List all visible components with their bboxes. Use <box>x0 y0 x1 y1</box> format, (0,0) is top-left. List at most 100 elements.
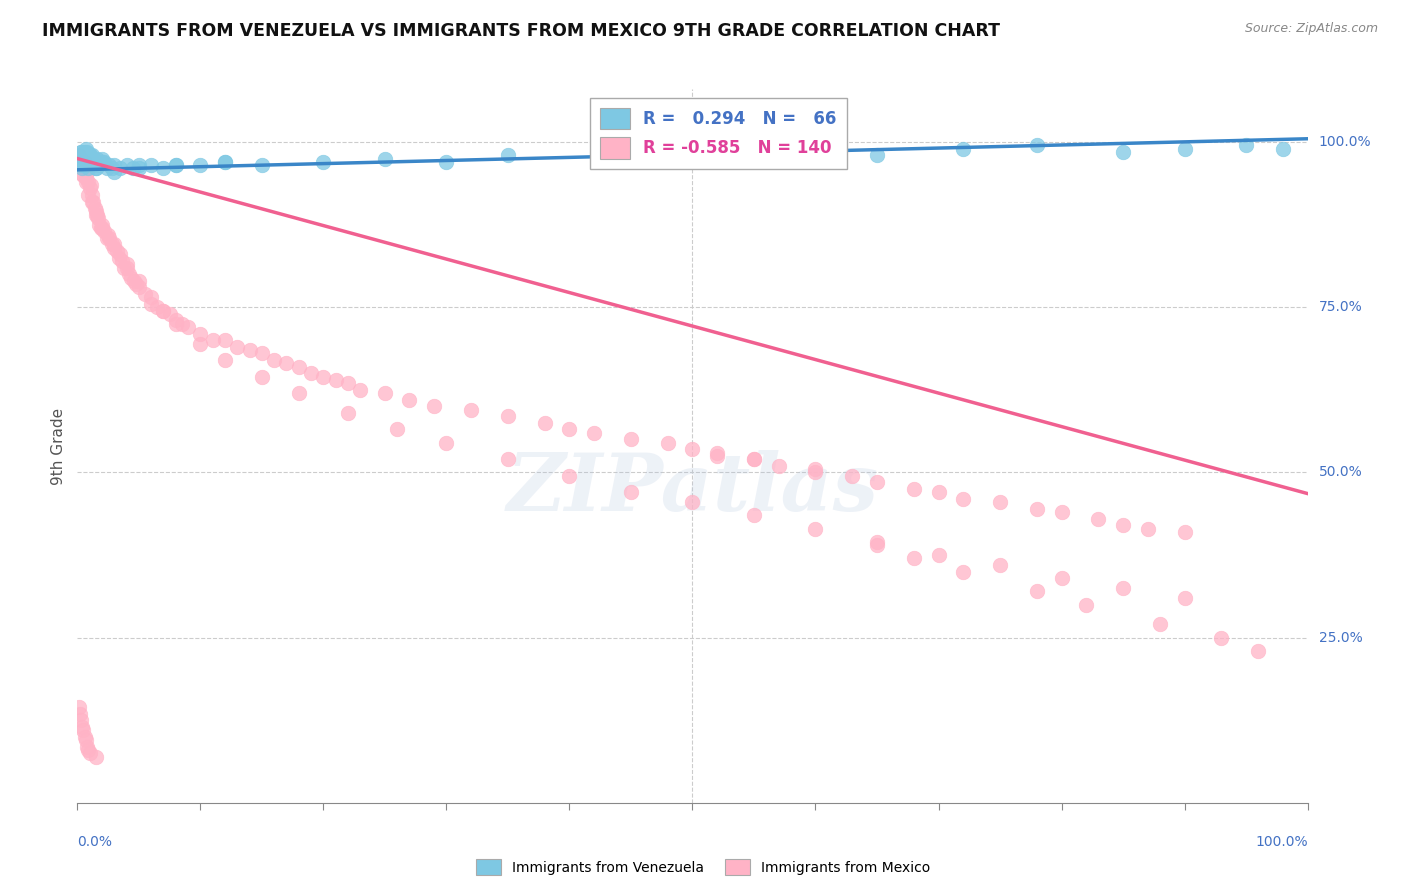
Point <box>496 148 519 162</box>
Point <box>1174 591 1197 605</box>
Point <box>742 452 765 467</box>
Point <box>70 158 93 172</box>
Point <box>72 152 94 166</box>
Point <box>84 161 107 176</box>
Point <box>706 445 728 459</box>
Point <box>436 154 458 169</box>
Point <box>496 452 519 467</box>
Point <box>115 158 138 172</box>
Point <box>263 353 285 368</box>
Point <box>69 148 91 162</box>
Point <box>70 145 93 159</box>
Point <box>988 495 1011 509</box>
Point <box>67 148 90 162</box>
Point <box>70 720 93 734</box>
Point <box>558 468 581 483</box>
Point <box>141 290 163 304</box>
Point <box>86 152 108 166</box>
Point <box>1112 145 1135 159</box>
Point <box>90 218 114 232</box>
Point <box>101 237 124 252</box>
Point <box>385 422 409 436</box>
Point <box>866 148 889 162</box>
Point <box>70 158 93 172</box>
Point <box>111 254 132 268</box>
Text: IMMIGRANTS FROM VENEZUELA VS IMMIGRANTS FROM MEXICO 9TH GRADE CORRELATION CHART: IMMIGRANTS FROM VENEZUELA VS IMMIGRANTS … <box>42 22 1000 40</box>
Point <box>288 359 311 374</box>
Point <box>239 343 262 358</box>
Point <box>188 158 212 172</box>
Point <box>87 154 110 169</box>
Point <box>84 208 107 222</box>
Point <box>72 168 94 182</box>
Point <box>69 706 91 721</box>
Point <box>70 713 93 727</box>
Point <box>73 154 96 169</box>
Point <box>1112 581 1135 595</box>
Point <box>82 188 104 202</box>
Point <box>201 333 224 347</box>
Point <box>82 194 104 209</box>
Point <box>70 152 93 166</box>
Point <box>768 458 790 473</box>
Point <box>82 148 104 162</box>
Point <box>72 148 94 162</box>
Point <box>214 353 236 368</box>
Point <box>1026 138 1049 153</box>
Point <box>423 400 446 414</box>
Point <box>125 277 148 292</box>
Point <box>76 145 98 159</box>
Point <box>77 154 100 169</box>
Point <box>103 237 125 252</box>
Point <box>214 333 236 347</box>
Point <box>141 297 163 311</box>
Point <box>534 416 557 430</box>
Point <box>188 336 212 351</box>
Point <box>226 340 249 354</box>
Point <box>80 152 103 166</box>
Point <box>152 161 174 176</box>
Point <box>1026 584 1049 599</box>
Point <box>1050 571 1073 585</box>
Point <box>103 165 125 179</box>
Point <box>118 267 141 281</box>
Point <box>84 204 107 219</box>
Point <box>128 280 150 294</box>
Point <box>349 383 371 397</box>
Point <box>105 244 128 258</box>
Point <box>170 317 193 331</box>
Point <box>374 152 396 166</box>
Point <box>77 743 100 757</box>
Text: 50.0%: 50.0% <box>1319 466 1362 479</box>
Point <box>1211 631 1233 645</box>
Point <box>97 227 120 242</box>
Point <box>250 346 273 360</box>
Point <box>374 386 396 401</box>
Point <box>325 373 347 387</box>
Point <box>337 406 360 420</box>
Text: ZIPatlas: ZIPatlas <box>506 450 879 527</box>
Point <box>110 247 132 261</box>
Point <box>177 320 200 334</box>
Point <box>903 482 925 496</box>
Point <box>657 435 679 450</box>
Point <box>1234 138 1257 153</box>
Point <box>1026 501 1049 516</box>
Point <box>214 154 236 169</box>
Point <box>165 158 187 172</box>
Point <box>84 749 107 764</box>
Point <box>620 433 643 447</box>
Text: 25.0%: 25.0% <box>1319 631 1362 645</box>
Point <box>620 485 643 500</box>
Point <box>83 201 105 215</box>
Point <box>1112 518 1135 533</box>
Point <box>276 356 298 370</box>
Point <box>250 369 273 384</box>
Point <box>152 303 174 318</box>
Text: Source: ZipAtlas.com: Source: ZipAtlas.com <box>1244 22 1378 36</box>
Point <box>77 175 100 189</box>
Point <box>82 194 104 209</box>
Point <box>152 303 174 318</box>
Point <box>86 208 108 222</box>
Point <box>93 154 115 169</box>
